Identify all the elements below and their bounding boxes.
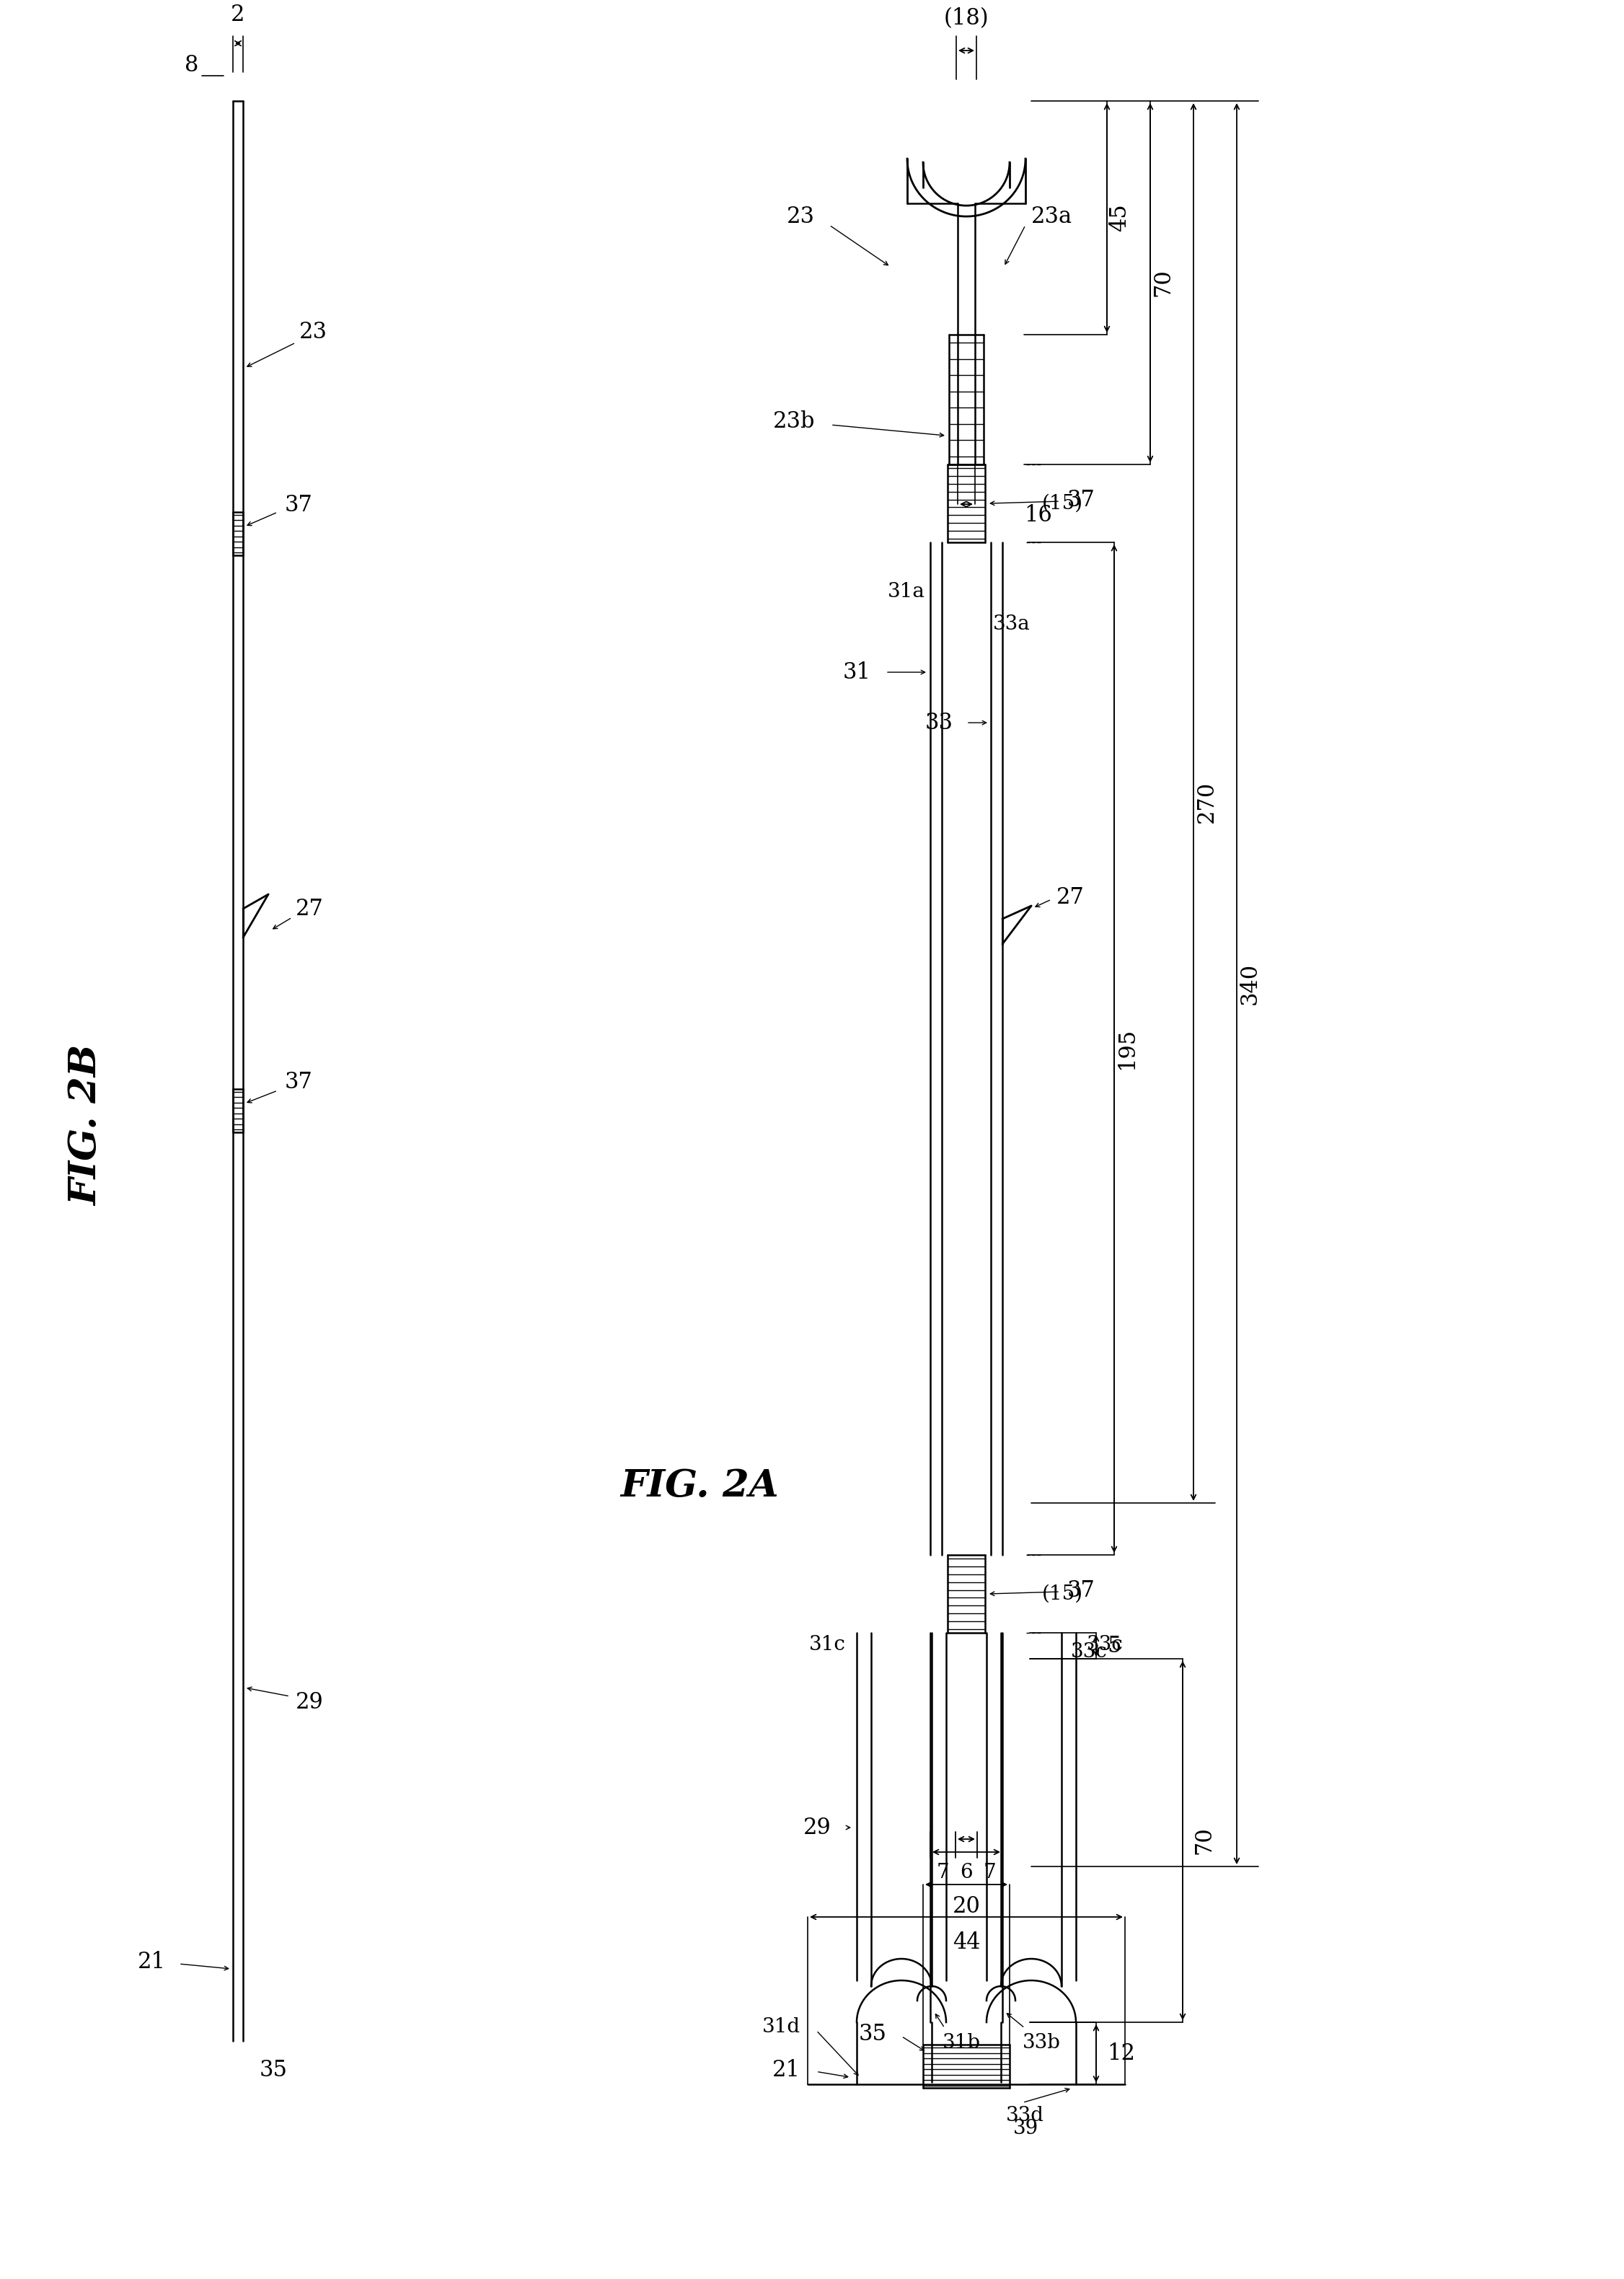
Text: 31d: 31d: [762, 2017, 801, 2037]
Text: 27: 27: [1057, 887, 1085, 909]
Text: 5: 5: [1108, 1634, 1121, 1657]
Text: 37: 37: [1067, 1579, 1095, 1602]
Text: 21: 21: [773, 2058, 801, 2081]
Text: (18): (18): [944, 7, 989, 30]
Text: 29: 29: [804, 1816, 831, 1839]
Text: 31b: 31b: [942, 2033, 981, 2053]
Text: 270: 270: [1195, 782, 1218, 823]
Text: 23a: 23a: [1031, 205, 1072, 228]
Text: 7: 7: [984, 1862, 996, 1882]
Text: 33: 33: [926, 711, 953, 734]
Text: 33a: 33a: [992, 615, 1030, 634]
Text: 8: 8: [185, 55, 198, 75]
Text: 31c: 31c: [809, 1634, 846, 1655]
Text: 23: 23: [299, 321, 328, 344]
Text: 37: 37: [284, 495, 313, 515]
Text: 70: 70: [1151, 269, 1174, 296]
Text: 39: 39: [1013, 2119, 1039, 2138]
Text: 21: 21: [138, 1951, 166, 1974]
Text: 31: 31: [843, 661, 870, 684]
Text: 2: 2: [231, 2, 245, 25]
Text: 33c: 33c: [1070, 1643, 1108, 1661]
Text: 23b: 23b: [773, 410, 815, 433]
Text: 44: 44: [952, 1930, 981, 1953]
Text: 340: 340: [1239, 962, 1260, 1005]
Text: 37: 37: [1067, 488, 1095, 510]
Text: 37: 37: [284, 1071, 313, 1094]
Text: 35: 35: [859, 2024, 887, 2044]
Text: 20: 20: [952, 1894, 981, 1917]
Text: FIG. 2B: FIG. 2B: [68, 1044, 106, 1206]
Text: (15): (15): [1043, 495, 1083, 513]
Text: 31a: 31a: [888, 581, 926, 602]
Text: FIG. 2A: FIG. 2A: [620, 1468, 778, 1504]
Text: 7: 7: [937, 1862, 950, 1882]
Text: 12: 12: [1108, 2042, 1135, 2065]
Text: 33d: 33d: [1005, 2106, 1044, 2126]
Text: 33c: 33c: [1086, 1634, 1124, 1655]
Text: (15): (15): [1043, 1584, 1083, 1604]
Text: 29: 29: [296, 1691, 323, 1714]
Text: 27: 27: [296, 898, 323, 921]
Text: 23: 23: [786, 205, 815, 228]
Text: 33b: 33b: [1023, 2033, 1060, 2053]
Text: 70: 70: [1194, 1825, 1216, 1855]
Text: 45: 45: [1109, 203, 1130, 232]
Text: 16: 16: [1025, 504, 1052, 526]
Text: 35: 35: [260, 2058, 287, 2081]
Text: 195: 195: [1116, 1028, 1138, 1069]
Text: 6: 6: [960, 1862, 973, 1882]
